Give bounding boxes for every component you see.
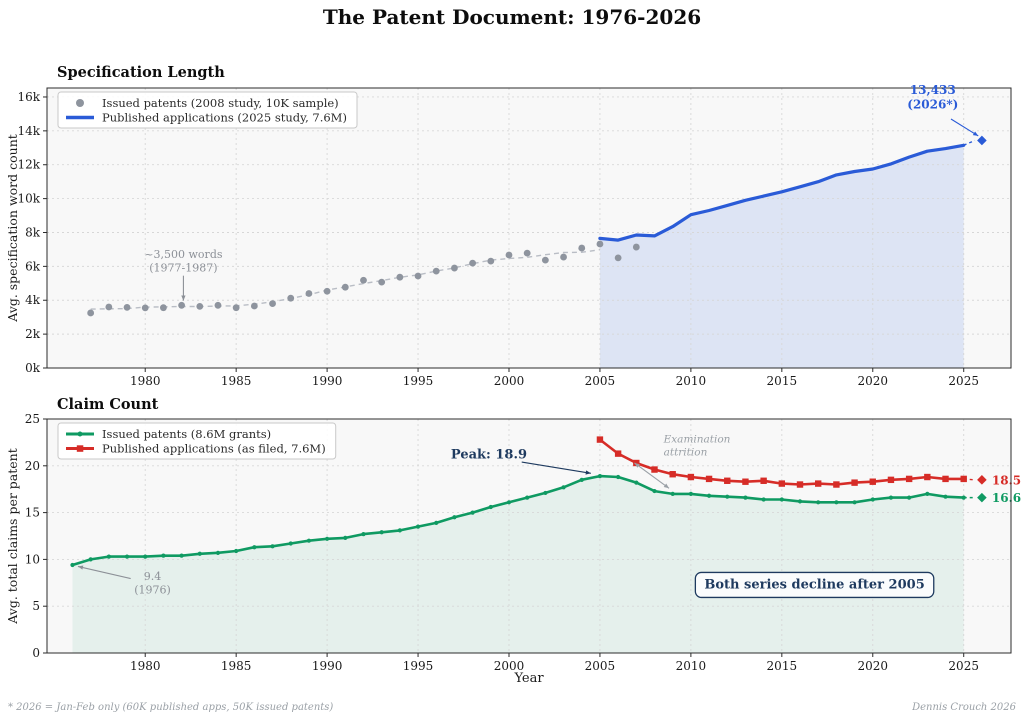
svg-text:2005: 2005 xyxy=(585,659,616,673)
svg-text:25: 25 xyxy=(25,412,40,426)
specification-length-legend: Issued patents (2008 study, 10K sample)P… xyxy=(57,91,358,129)
svg-text:0: 0 xyxy=(32,646,40,660)
svg-text:16.6: 16.6 xyxy=(992,491,1021,505)
claim-count-gridlines xyxy=(47,419,1011,653)
svg-text:2020: 2020 xyxy=(857,374,888,388)
svg-text:2020: 2020 xyxy=(857,659,888,673)
specification-length-spines xyxy=(46,87,1012,369)
footnote-left: * 2026 = Jan-Feb only (60K published app… xyxy=(8,702,334,713)
claim-count-annotation-start-value: 9.4 (1976) xyxy=(77,565,171,597)
svg-text:2010: 2010 xyxy=(676,659,707,673)
svg-text:16k: 16k xyxy=(17,90,40,104)
claim-count-annotation-peak: Peak: 18.9 xyxy=(451,447,591,475)
svg-text:6k: 6k xyxy=(25,259,41,273)
svg-text:Issued patents (2008 study, 10: Issued patents (2008 study, 10K sample) xyxy=(102,96,339,110)
svg-text:18.5: 18.5 xyxy=(992,473,1021,487)
spec-length-ylabel: Avg. specification word count xyxy=(5,134,20,322)
claim-count-annotation-examination-attrition: Examination attrition xyxy=(634,433,731,489)
svg-text:0k: 0k xyxy=(25,361,41,375)
svg-text:2000: 2000 xyxy=(494,374,525,388)
svg-text:Peak: 18.9: Peak: 18.9 xyxy=(451,447,527,462)
issued-patents-scatter xyxy=(87,240,640,317)
issued-patents-scatter-legend-marker xyxy=(76,99,84,107)
svg-text:14k: 14k xyxy=(17,124,40,138)
claim-count-spines xyxy=(46,418,1012,654)
specification-length-chart: 1980 1985 1990 1995 2000 2005 2010 2015 2020 2025… xyxy=(17,83,1012,388)
specification-length-gridlines xyxy=(47,88,1011,368)
svg-text:9.4(1976): 9.4 (1976) xyxy=(134,570,171,597)
claim-count-ticks: 1980 1985 1990 1995 2000 2005 2010 2015 2020 2025… xyxy=(25,412,979,673)
svg-text:2015: 2015 xyxy=(767,374,798,388)
claim-count-title: Claim Count xyxy=(57,396,159,413)
published-apps-line xyxy=(598,135,987,242)
svg-text:2010: 2010 xyxy=(676,374,707,388)
svg-text:2000: 2000 xyxy=(494,659,525,673)
svg-text:13,433(2026*): 13,433 (2026*) xyxy=(907,83,958,112)
svg-text:15: 15 xyxy=(25,506,40,520)
svg-text:~3,500 words(1977-1987): ~3,500 words (1977-1987) xyxy=(144,248,223,275)
footnote-right: Dennis Crouch 2026 xyxy=(912,702,1016,713)
specification-length-annotation-flat-era: ~3,500 words (1977-1987) xyxy=(144,248,223,301)
svg-text:Published applications (as fil: Published applications (as filed, 7.6M) xyxy=(102,442,326,456)
svg-text:1985: 1985 xyxy=(221,659,252,673)
specification-length-plot-area xyxy=(47,88,1011,368)
claim-count-ylabel: Avg. total claims per patent xyxy=(5,448,20,624)
svg-text:1980: 1980 xyxy=(130,374,161,388)
svg-text:2025: 2025 xyxy=(948,659,979,673)
svg-text:2005: 2005 xyxy=(585,374,616,388)
svg-text:Published applications (2025 s: Published applications (2025 study, 7.6M… xyxy=(102,111,347,125)
x-axis-label: Year xyxy=(514,671,544,686)
published-apps-line-area-fill xyxy=(599,145,964,368)
claim-count-annotation-decline-note: Both series decline after 2005 xyxy=(694,571,935,599)
svg-text:2025: 2025 xyxy=(948,374,979,388)
svg-text:1990: 1990 xyxy=(312,374,343,388)
specification-length-ticks: 1980 1985 1990 1995 2000 2005 2010 2015 2020 2025… xyxy=(17,90,979,388)
svg-text:10: 10 xyxy=(25,552,40,566)
svg-text:1995: 1995 xyxy=(403,659,434,673)
svg-text:8k: 8k xyxy=(25,225,41,239)
svg-text:2015: 2015 xyxy=(767,659,798,673)
svg-text:20: 20 xyxy=(25,459,40,473)
svg-text:5: 5 xyxy=(32,599,40,613)
figure-title: The Patent Document: 1976-2026 xyxy=(322,5,702,29)
svg-text:4k: 4k xyxy=(25,293,41,307)
svg-text:2k: 2k xyxy=(25,327,41,341)
spec-length-title: Specification Length xyxy=(57,64,225,81)
svg-text:1995: 1995 xyxy=(403,374,434,388)
svg-text:1980: 1980 xyxy=(130,659,161,673)
specification-length-annotation-projection-2026: 13,433 (2026*) xyxy=(907,83,979,137)
issued-patents-line-area-fill xyxy=(72,476,964,653)
svg-text:Both series decline after 2005: Both series decline after 2005 xyxy=(704,577,924,592)
svg-text:12k: 12k xyxy=(17,158,40,172)
issued-patents-line: 16.6 xyxy=(70,473,1021,568)
svg-text:Issued patents (8.6M grants): Issued patents (8.6M grants) xyxy=(102,427,271,441)
svg-text:1985: 1985 xyxy=(221,374,252,388)
svg-text:10k: 10k xyxy=(17,192,40,206)
published-apps-filed-line: 18.5 xyxy=(596,436,1021,488)
svg-text:1990: 1990 xyxy=(312,659,343,673)
claim-count-legend: Issued patents (8.6M grants)Published ap… xyxy=(57,422,337,460)
